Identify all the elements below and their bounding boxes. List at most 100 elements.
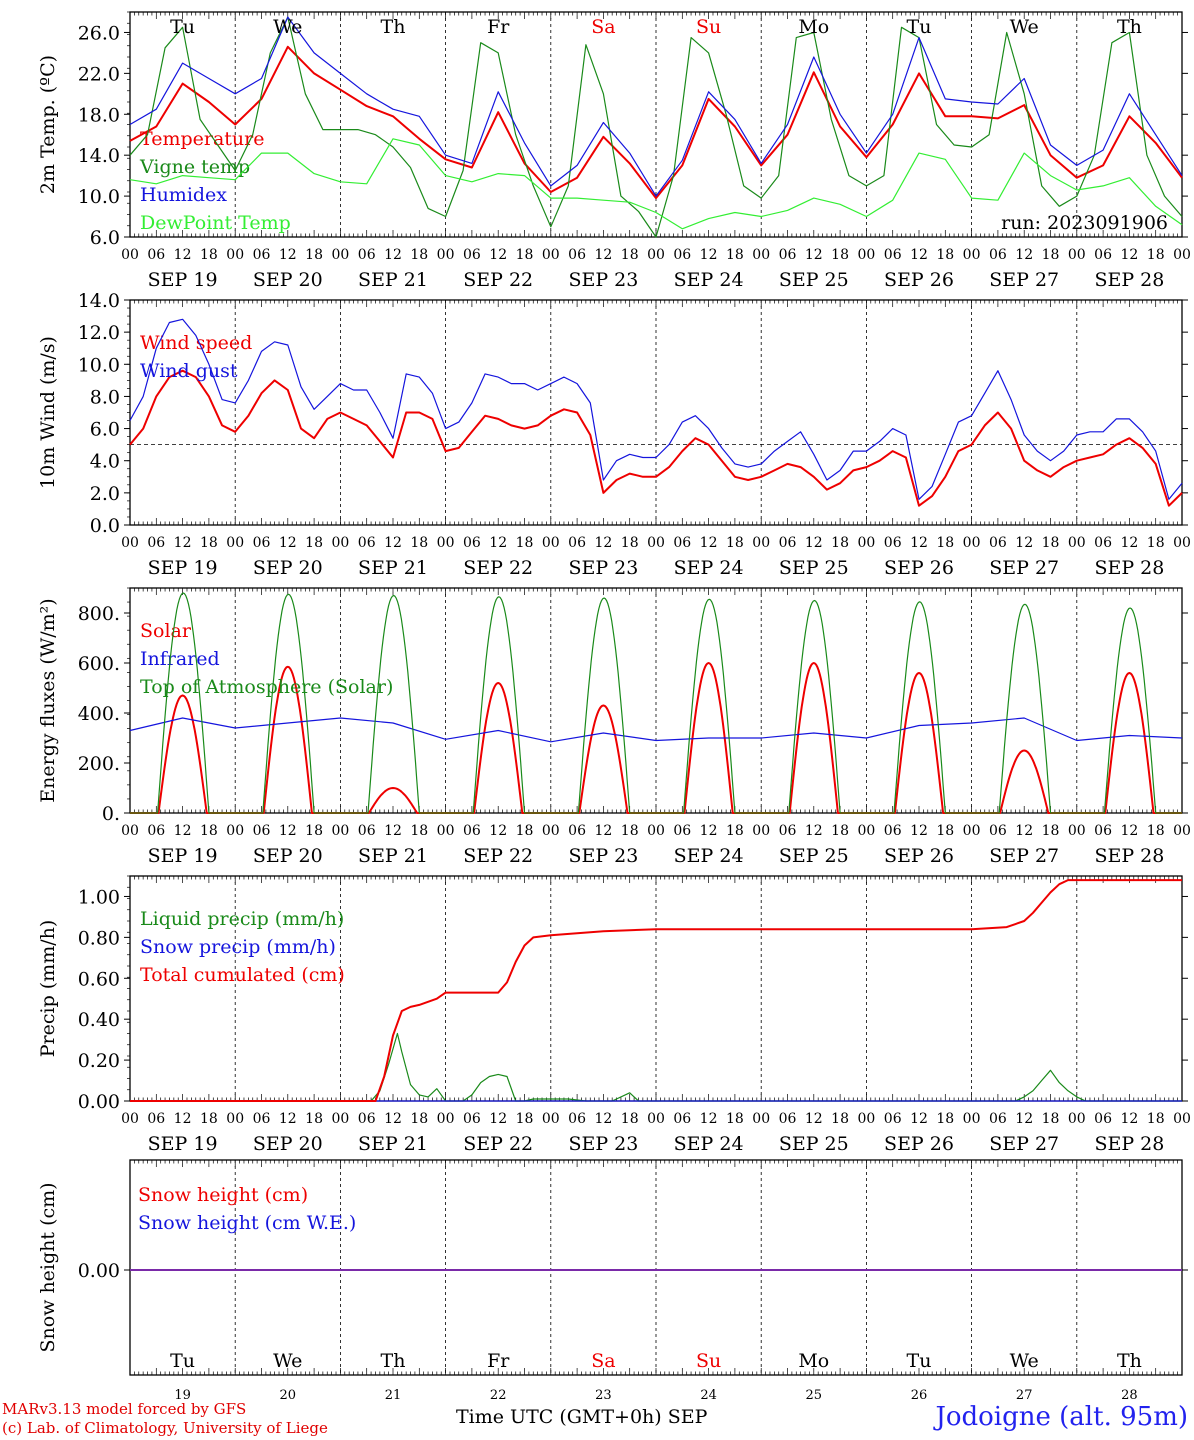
legend-snow-height-cm-w-e-: Snow height (cm W.E.): [138, 1212, 356, 1234]
y-tick-label: 18.0: [78, 104, 120, 126]
weekday-label: Tu: [170, 1350, 195, 1372]
hour-tick-label: 12: [489, 823, 507, 839]
hour-tick-label: 00: [121, 247, 139, 263]
hour-tick-label: 06: [673, 247, 691, 263]
y-tick-label: 0.60: [78, 968, 120, 990]
legend-solar: Solar: [140, 620, 192, 642]
day-number-label: 28: [1121, 1388, 1138, 1403]
hour-tick-label: 00: [963, 247, 981, 263]
weekday-label: Th: [1117, 1350, 1142, 1372]
day-number-label: 19: [174, 1388, 191, 1403]
legend-vigne-temp: Vigne temp: [139, 156, 250, 178]
date-label: SEP 19: [148, 269, 218, 291]
hour-tick-label: 06: [358, 247, 376, 263]
hour-tick-label: 06: [253, 535, 271, 551]
hour-tick-label: 00: [1173, 247, 1191, 263]
legend-total-cumulated-cm-: Total cumulated (cm): [140, 964, 345, 986]
y-tick-label: 26.0: [78, 22, 120, 44]
hour-tick-label: 00: [437, 1111, 455, 1127]
legend-infrared: Infrared: [140, 648, 220, 670]
hour-tick-label: 12: [384, 535, 402, 551]
hour-tick-label: 06: [147, 247, 165, 263]
weekday-label: We: [1010, 1350, 1039, 1372]
hour-tick-label: 12: [910, 1111, 928, 1127]
hour-tick-label: 18: [1042, 1111, 1060, 1127]
hour-tick-label: 06: [989, 1111, 1007, 1127]
date-label: SEP 25: [779, 1133, 849, 1155]
hour-tick-label: 06: [147, 535, 165, 551]
hour-tick-label: 00: [963, 1111, 981, 1127]
hour-tick-label: 12: [1120, 247, 1138, 263]
hour-tick-label: 06: [673, 823, 691, 839]
hour-tick-label: 06: [779, 535, 797, 551]
date-label: SEP 28: [1094, 845, 1164, 867]
hour-tick-label: 00: [226, 1111, 244, 1127]
hour-tick-label: 00: [542, 1111, 560, 1127]
series-line-liquid-precip-mm-h-: [130, 1032, 1182, 1102]
hour-tick-label: 06: [568, 247, 586, 263]
y-tick-label: 0.20: [78, 1050, 120, 1072]
hour-tick-label: 18: [410, 823, 428, 839]
hour-tick-label: 00: [121, 1111, 139, 1127]
hour-tick-label: 00: [1068, 1111, 1086, 1127]
hour-tick-label: 00: [752, 535, 770, 551]
y-tick-label: 12.0: [78, 322, 120, 344]
hour-tick-label: 18: [621, 535, 639, 551]
y-tick-label: 200.: [78, 753, 120, 775]
hour-tick-label: 18: [200, 823, 218, 839]
hour-tick-label: 18: [726, 1111, 744, 1127]
hour-tick-label: 12: [910, 247, 928, 263]
hour-tick-label: 06: [463, 1111, 481, 1127]
hour-tick-label: 12: [1015, 535, 1033, 551]
date-label: SEP 25: [779, 845, 849, 867]
hour-tick-label: 00: [857, 247, 875, 263]
hour-tick-label: 12: [700, 535, 718, 551]
day-number-label: 27: [1016, 1388, 1033, 1403]
hour-tick-label: 18: [200, 247, 218, 263]
date-label: SEP 27: [989, 845, 1059, 867]
hour-tick-label: 18: [936, 247, 954, 263]
hour-tick-label: 12: [1015, 823, 1033, 839]
date-label: SEP 22: [463, 1133, 533, 1155]
date-label: SEP 19: [148, 557, 218, 579]
y-tick-label: 10.0: [78, 186, 120, 208]
hour-tick-label: 06: [358, 1111, 376, 1127]
y-tick-label: 0.80: [78, 927, 120, 949]
hour-tick-label: 00: [331, 535, 349, 551]
day-number-label: 21: [385, 1388, 402, 1403]
weekday-label: Mo: [798, 16, 829, 38]
y-tick-label: 8.0: [90, 386, 120, 408]
hour-tick-label: 12: [384, 247, 402, 263]
hour-tick-label: 00: [121, 535, 139, 551]
hour-tick-label: 18: [831, 535, 849, 551]
y-tick-label: 0.00: [78, 1260, 120, 1282]
hour-tick-label: 06: [884, 1111, 902, 1127]
hour-tick-label: 18: [305, 535, 323, 551]
hour-tick-label: 00: [1173, 1111, 1191, 1127]
y-tick-label: 4.0: [90, 451, 120, 473]
hour-tick-label: 06: [1094, 1111, 1112, 1127]
y-axis-label: Precip (mm/h): [37, 920, 59, 1058]
day-number-label: 25: [806, 1388, 823, 1403]
hour-tick-label: 12: [594, 535, 612, 551]
hour-tick-label: 12: [174, 535, 192, 551]
date-label: SEP 20: [253, 557, 323, 579]
hour-tick-label: 06: [884, 535, 902, 551]
legend-dewpoint-temp: DewPoint Temp: [140, 212, 291, 234]
y-tick-label: 14.0: [78, 145, 120, 167]
hour-tick-label: 12: [700, 823, 718, 839]
hour-tick-label: 00: [121, 823, 139, 839]
y-tick-label: 6.0: [90, 227, 120, 249]
weekday-label: We: [273, 1350, 302, 1372]
date-label: SEP 26: [884, 1133, 954, 1155]
hour-tick-label: 18: [305, 823, 323, 839]
hour-tick-label: 12: [279, 1111, 297, 1127]
weekday-label: Sa: [591, 16, 615, 38]
y-axis-label: Energy fluxes (W/m²): [37, 598, 59, 802]
series-line-wind-gust: [129, 318, 1183, 500]
weekday-label: Tu: [907, 16, 932, 38]
date-label: SEP 20: [253, 845, 323, 867]
series-line-temperature: [129, 45, 1183, 200]
